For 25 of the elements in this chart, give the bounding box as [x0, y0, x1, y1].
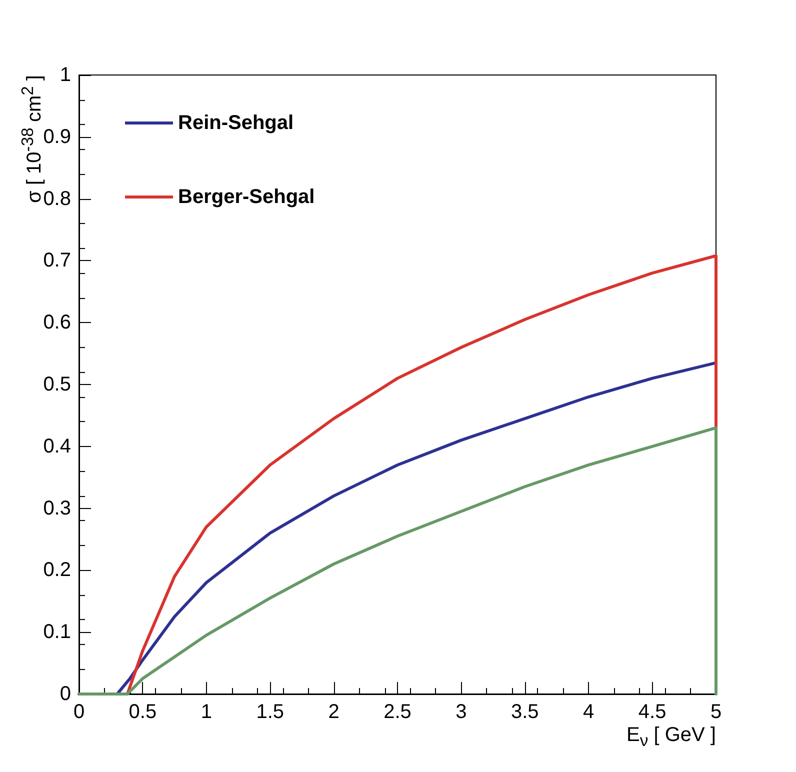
y-tick-label: 0: [60, 683, 71, 705]
x-tick-label: 0: [73, 701, 85, 723]
y-tick-label: 1: [60, 64, 71, 86]
x-tick-label: 1: [200, 701, 212, 723]
legend-label: Berger-Sehgal: [178, 186, 315, 208]
x-tick-label: 1.5: [256, 701, 284, 723]
y-tick-label: 0.2: [43, 559, 71, 582]
x-axis-title: E$_{ν}$ [ GeV ]: [626, 724, 716, 751]
x-tick-label: 3.5: [510, 701, 539, 723]
legend-label: Rein-Sehgal: [178, 112, 294, 134]
y-tick-label: 0.4: [43, 435, 71, 458]
x-tick-label: 5: [710, 701, 722, 723]
y-tick-label: 0.1: [43, 621, 71, 644]
x-tick-label: 4: [583, 701, 594, 723]
x-tick-label: 3: [456, 701, 467, 723]
y-tick-label: 0.5: [43, 374, 71, 396]
y-tick-label: 0.7: [43, 250, 71, 272]
x-tick-label: 2: [328, 701, 340, 723]
y-tick-label: 0.6: [43, 312, 71, 334]
y-tick-label: 0.3: [43, 497, 71, 520]
y-tick-label: 0.9: [43, 126, 71, 148]
x-tick-label: 2.5: [384, 701, 412, 723]
x-tick-label: 0.5: [128, 701, 157, 723]
x-tick-label: 4.5: [638, 701, 666, 723]
y-tick-label: 0.8: [43, 188, 71, 210]
